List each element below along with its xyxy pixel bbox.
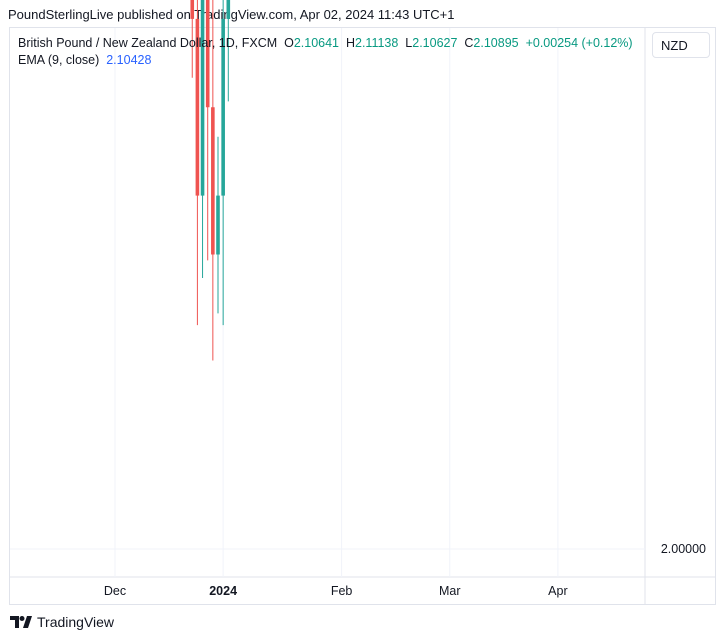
candle-body: [211, 107, 215, 255]
ema-value: 2.10428: [106, 53, 152, 67]
candle-body: [205, 0, 210, 108]
y-tick-label: 2.00000: [661, 542, 706, 556]
high-value: 2.11138: [355, 36, 399, 50]
published-caption: PoundSterlingLive published on TradingVi…: [8, 7, 455, 22]
x-tick-label: Feb: [331, 584, 353, 598]
tradingview-logo[interactable]: TradingView: [10, 614, 114, 630]
candle-body: [221, 18, 225, 196]
candle: [190, 0, 195, 78]
x-tick-label: 2024: [209, 584, 237, 598]
candle: [226, 0, 231, 102]
candle: [195, 0, 200, 326]
symbol-legend: British Pound / New Zealand Dollar, 1D, …: [18, 36, 633, 50]
chart-frame: [9, 27, 716, 605]
candle: [200, 0, 205, 279]
candle: [205, 0, 210, 261]
candle-body: [190, 0, 195, 19]
candle-body: [195, 18, 200, 196]
x-tick-label: Dec: [104, 584, 126, 598]
candle: [221, 0, 225, 326]
tradingview-logo-icon: [10, 616, 32, 628]
close-value: 2.10895: [473, 36, 519, 50]
low-value: 2.10627: [412, 36, 458, 50]
candle: [216, 136, 220, 314]
candle-body: [226, 0, 231, 19]
candle-body: [200, 0, 205, 196]
currency-button[interactable]: NZD: [652, 32, 710, 58]
open-value: 2.10641: [293, 36, 340, 50]
ema-legend: EMA (9, close) 2.10428: [18, 53, 152, 67]
x-tick-label: Mar: [439, 584, 461, 598]
symbol-title: British Pound / New Zealand Dollar, 1D, …: [18, 36, 278, 50]
x-tick-label: Apr: [548, 584, 567, 598]
candle-body: [216, 195, 220, 255]
candle: [211, 0, 215, 361]
change-value: +0.00254 (+0.12%): [525, 36, 633, 50]
